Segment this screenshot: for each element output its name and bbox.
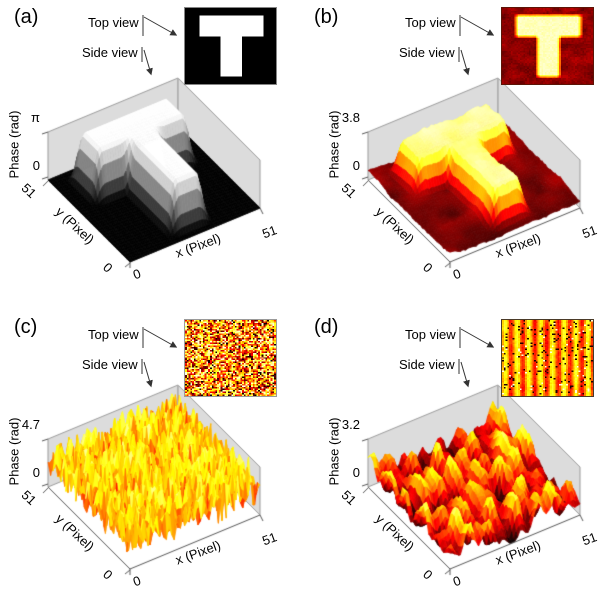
side-view-arrow [460, 361, 470, 388]
annotation-arrows [458, 327, 495, 388]
side-view-arrow [143, 49, 153, 76]
top-view-arrow [460, 16, 495, 36]
side-view-label: Side view [399, 45, 455, 60]
side-view-label: Side view [82, 45, 138, 60]
annotation-arrows [141, 327, 178, 388]
annotations-b: Top view Side view [317, 0, 600, 298]
side-view-label: Side view [399, 357, 455, 372]
side-view-arrow [143, 361, 153, 388]
panel-label-b: (b) [314, 6, 339, 28]
annotation-arrows [141, 15, 178, 76]
panel-d: (d) Phase (rad) 3.2 0 51 y (Pixel) 0 0 x… [300, 298, 600, 596]
top-view-label: Top view [405, 15, 456, 30]
inset-top-view-canvas-d [501, 319, 594, 397]
panel-c: (c) Phase (rad) 4.7 0 51 y (Pixel) 0 0 x… [0, 298, 300, 596]
annotations-a: Top view Side view [0, 0, 300, 298]
annotations-d: Top view Side view [317, 312, 600, 610]
panel-label-d: (d) [314, 316, 339, 338]
panel-b: (b) Phase (rad) 3.8 0 51 y (Pixel) 0 0 x… [300, 0, 600, 298]
panel-label-c: (c) [14, 316, 38, 338]
top-view-arrow [460, 328, 495, 348]
panel-label-a: (a) [14, 6, 39, 28]
inset-top-view-canvas-a [184, 7, 277, 85]
top-view-label: Top view [88, 327, 139, 342]
top-view-arrow [143, 16, 178, 36]
top-view-arrow [143, 328, 178, 348]
annotations-c: Top view Side view [0, 312, 300, 610]
panel-a: (a) Phase (rad) π 0 51 y (Pixel) 0 0 x (… [0, 0, 300, 298]
top-view-label: Top view [405, 327, 456, 342]
inset-top-view-canvas-c [184, 319, 277, 397]
side-view-label: Side view [82, 357, 138, 372]
inset-top-view-canvas-b [501, 7, 594, 85]
annotation-arrows [458, 15, 495, 76]
side-view-arrow [460, 49, 470, 76]
top-view-label: Top view [88, 15, 139, 30]
